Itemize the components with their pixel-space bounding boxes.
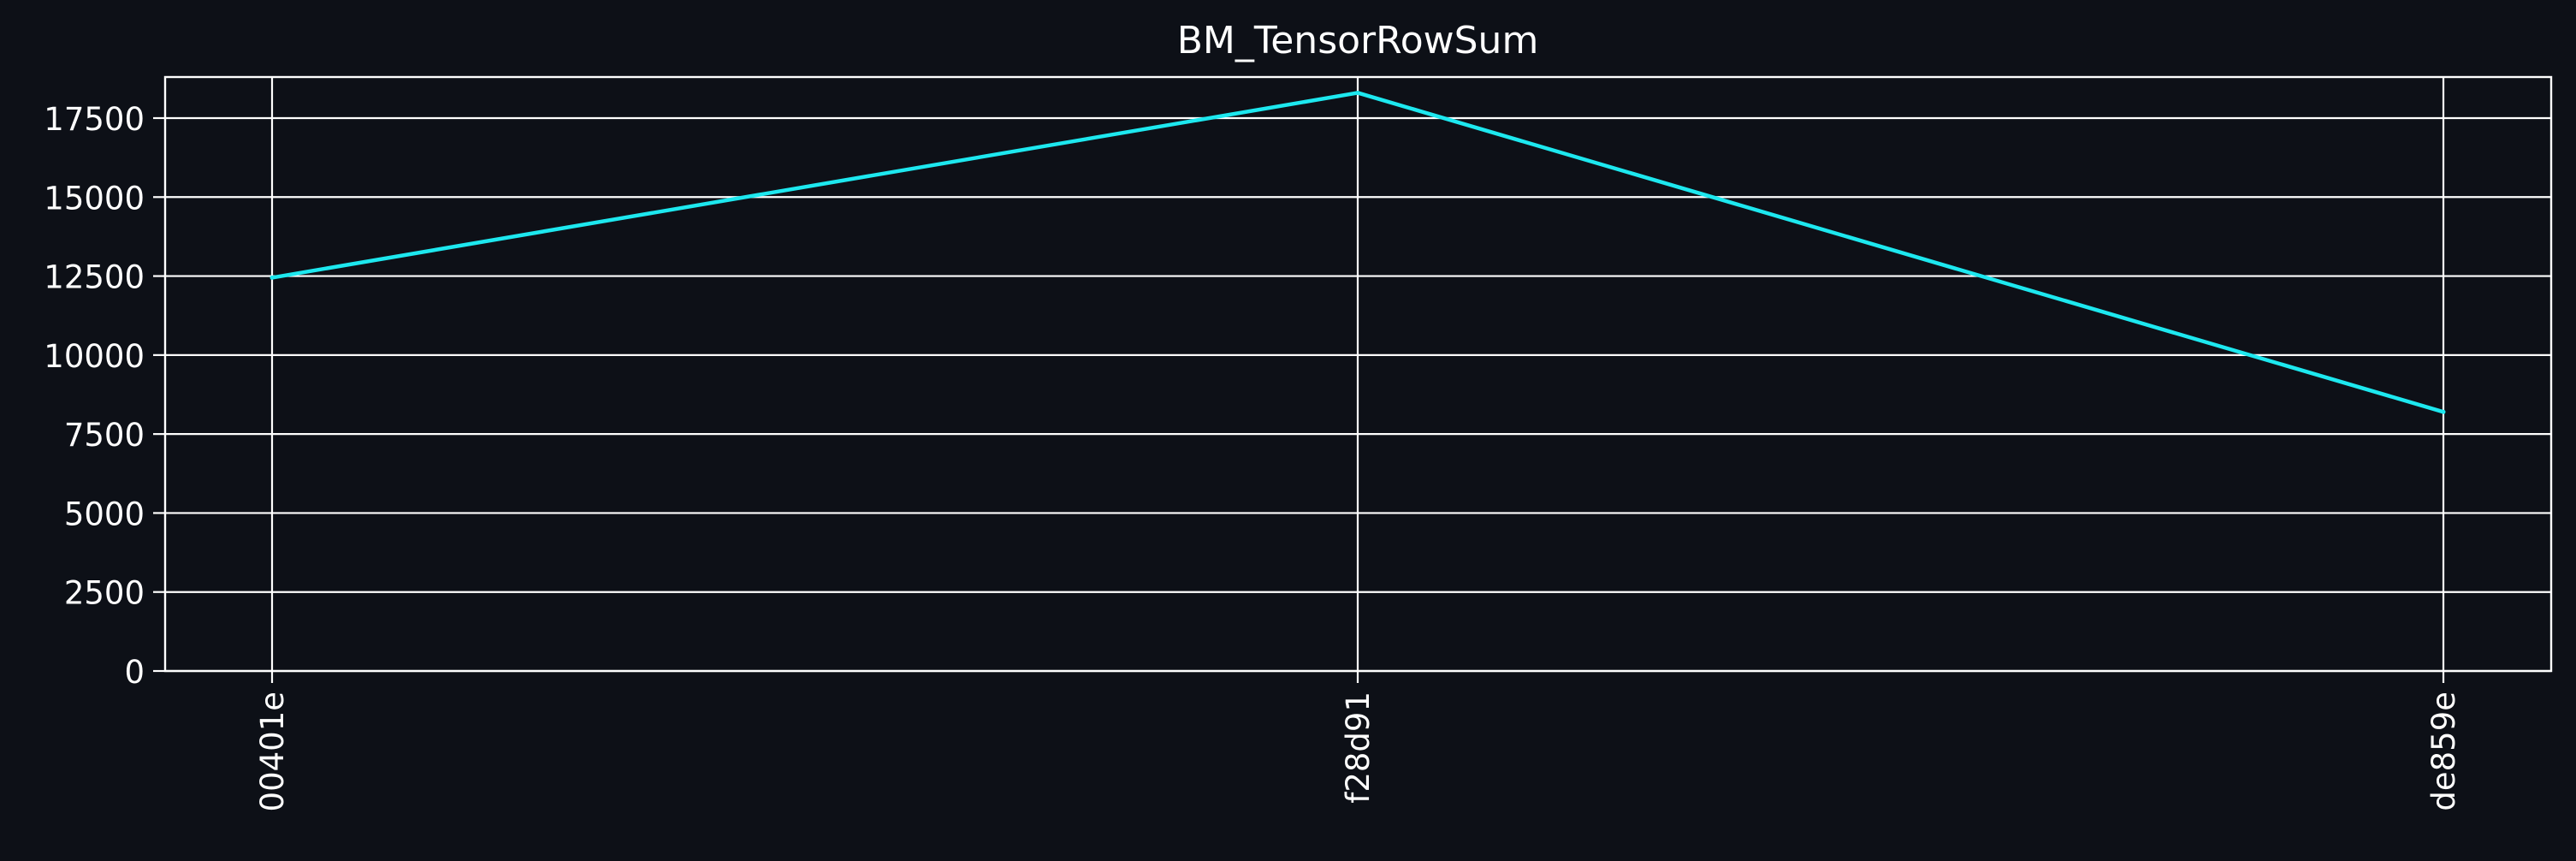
chart-title: BM_TensorRowSum xyxy=(1177,19,1539,62)
y-tick-label: 12500 xyxy=(44,259,145,296)
y-tick-label: 10000 xyxy=(44,338,145,375)
grid-lines xyxy=(165,77,2551,673)
data-point xyxy=(1355,90,1360,95)
data-point xyxy=(269,275,275,280)
y-axis-ticks: 0 2500 5000 7500 10000 12500 15000 17500 xyxy=(44,101,165,691)
y-tick-label: 17500 xyxy=(44,101,145,138)
y-tick-label: 15000 xyxy=(44,180,145,217)
x-axis-ticks: 00401e f28d91 de859e xyxy=(254,671,2462,811)
x-tick-label: f28d91 xyxy=(1340,692,1377,804)
data-point xyxy=(2441,409,2446,414)
y-tick-label: 5000 xyxy=(64,496,145,532)
series-layer xyxy=(269,90,2446,414)
y-tick-label: 0 xyxy=(124,654,145,691)
y-tick-label: 7500 xyxy=(64,417,145,454)
x-tick-label: de859e xyxy=(2425,692,2462,811)
x-tick-label: 00401e xyxy=(254,692,291,811)
y-tick-label: 2500 xyxy=(64,575,145,612)
